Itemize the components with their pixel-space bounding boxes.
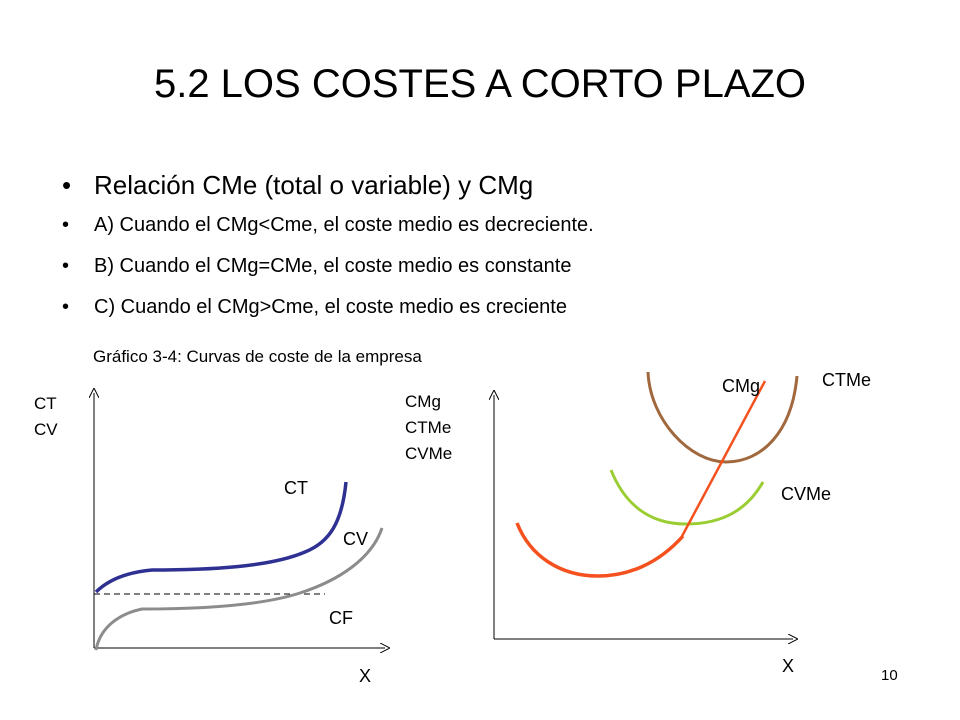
right-y-axis-label: CMg CTMe CVMe <box>405 389 452 467</box>
cf-label: CF <box>329 608 353 628</box>
bullet-text: B) Cuando el CMg=CMe, el coste medio es … <box>94 255 572 277</box>
ctme-label: CTMe <box>822 370 871 390</box>
slide-title: 5.2 LOS COSTES A CORTO PLAZO <box>153 62 807 106</box>
left-y-axis-label: CT CV <box>34 391 58 443</box>
left-x-axis-label: X <box>359 666 372 686</box>
bullet-item-b: • B) Cuando el CMg=CMe, el coste medio e… <box>62 255 594 296</box>
bullet-text: A) Cuando el CMg<Cme, el coste medio es … <box>94 214 594 236</box>
cv-label: CV <box>343 529 369 549</box>
y-label-line: CV <box>34 420 58 439</box>
bullet-text: C) Cuando el CMg>Cme, el coste medio es … <box>94 296 567 318</box>
y-label-line: CT <box>34 394 57 413</box>
cv-curve <box>94 527 384 651</box>
bullet-dot: • <box>62 170 72 200</box>
cmg-curve <box>678 380 767 541</box>
right-x-axis-label: X <box>782 656 795 676</box>
ct-label: CT <box>284 478 308 498</box>
bullet-dot: • <box>62 214 70 236</box>
y-label-line: CTMe <box>405 418 452 437</box>
figure-caption: Gráfico 3-4: Curvas de coste de la empre… <box>93 347 422 366</box>
bullet-dot: • <box>62 255 70 277</box>
page-number: 10 <box>881 667 898 684</box>
bullet-dot: • <box>62 296 70 318</box>
bullet-item-c: • C) Cuando el CMg>Cme, el coste medio e… <box>62 296 594 337</box>
bullet-item-a: • A) Cuando el CMg<Cme, el coste medio e… <box>62 214 594 255</box>
y-label-line: CMg <box>405 392 441 411</box>
cvme-curve <box>609 469 765 526</box>
bullet-list: • Relación CMe (total o variable) y CMg … <box>62 170 594 337</box>
cmg-curve-lower <box>515 522 685 578</box>
y-label-line: CVMe <box>405 444 453 463</box>
bullet-text: Relación CMe (total o variable) y CMg <box>94 170 534 200</box>
ct-curve <box>94 481 348 594</box>
cmg-label: CMg <box>722 376 761 396</box>
bullet-item-main: • Relación CMe (total o variable) y CMg <box>62 170 594 214</box>
cvme-label: CVMe <box>781 484 832 504</box>
ctme-curve <box>646 371 799 464</box>
